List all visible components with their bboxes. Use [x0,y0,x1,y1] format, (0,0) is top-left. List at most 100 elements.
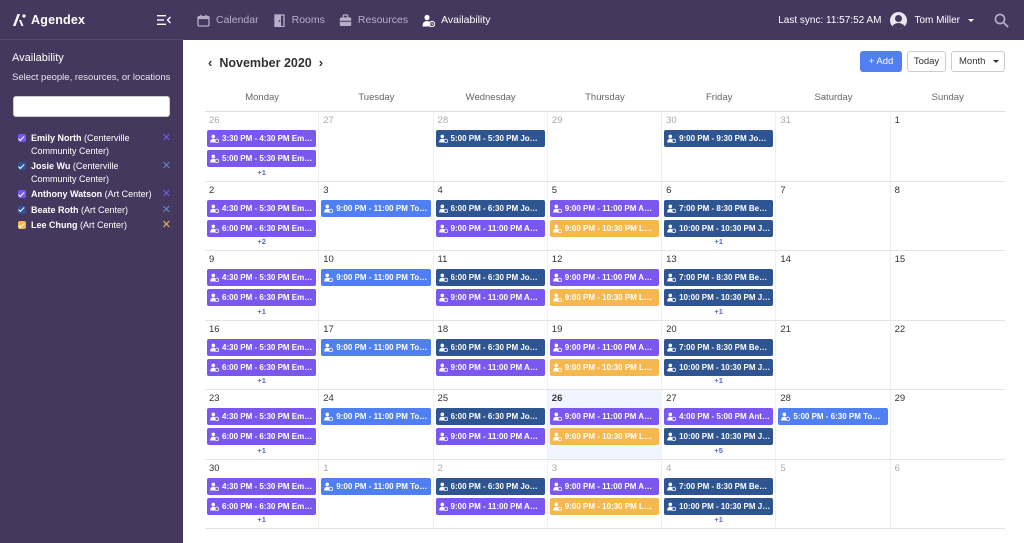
tab-calendar[interactable]: Calendar [197,14,259,27]
event-item[interactable]: 7:00 PM - 8:30 PM Beate ... [664,338,774,356]
event-item[interactable]: 9:00 PM - 11:00 PM Tom ... [321,338,431,356]
day-cell[interactable]: 2 6:00 PM - 6:30 PM Josie ... 9:00 PM - 11… [434,459,548,528]
tab-resources[interactable]: Resources [339,13,408,27]
view-select[interactable]: Month [951,51,1005,72]
person-item[interactable]: Josie Wu (Centerville Community Center) ✕ [0,160,183,185]
event-item[interactable]: 4:30 PM - 5:30 PM Emily ... [207,477,317,495]
day-cell[interactable]: 12 9:00 PM - 11:00 PM Anth... 9:00 PM - 10… [548,251,663,320]
search-icon[interactable] [994,13,1009,28]
day-cell[interactable]: 30 9:00 PM - 9:30 PM Josie ... [662,112,777,181]
more-events-link[interactable]: +1 [714,306,723,316]
day-cell[interactable]: 14 [776,251,891,320]
day-cell[interactable]: 20 7:00 PM - 8:30 PM Beate ... 10:00 PM - … [662,320,777,389]
event-item[interactable]: 7:00 PM - 8:30 PM Beate ... [664,199,774,217]
day-cell[interactable]: 9 4:30 PM - 5:30 PM Emily ... 6:00 PM - 6:… [205,251,320,320]
event-item[interactable]: 6:00 PM - 6:30 PM Josie ... [435,199,545,217]
checkbox[interactable] [18,162,26,170]
event-item[interactable]: 6:00 PM - 6:30 PM Emily ... [207,497,317,515]
tab-rooms[interactable]: Rooms [273,13,325,27]
more-events-link[interactable]: +1 [714,237,723,246]
today-button[interactable]: Today [907,51,946,72]
checkbox[interactable] [18,221,26,229]
checkbox[interactable] [18,190,26,198]
more-events-link[interactable]: +1 [257,445,266,455]
event-item[interactable]: 6:00 PM - 6:30 PM Emily ... [207,358,317,376]
remove-icon[interactable]: ✕ [161,188,171,200]
event-item[interactable]: 9:00 PM - 10:30 PM Lee ... [549,219,660,237]
more-events-link[interactable]: +1 [257,376,266,385]
event-item[interactable]: 9:00 PM - 11:00 PM Tom ... [321,199,431,217]
day-cell[interactable]: 6 [891,460,1005,529]
user-menu[interactable]: Tom Miller [890,11,974,29]
event-item[interactable]: 9:00 PM - 11:00 PM Anth... [435,219,545,237]
day-cell[interactable]: 31 [776,112,891,181]
day-cell[interactable]: 22 [891,321,1005,390]
event-item[interactable]: 5:00 PM - 6:30 PM Tom ... [778,408,888,425]
event-item[interactable]: 10:00 PM - 10:30 PM Josi... [664,358,774,376]
next-month-button[interactable]: › [318,55,324,70]
event-item[interactable]: 5:00 PM - 5:30 PM Emily ... [207,150,317,167]
event-item[interactable]: 6:00 PM - 6:30 PM Josie ... [435,338,545,356]
day-cell[interactable]: 16 4:30 PM - 5:30 PM Emily ... 6:00 PM - 6… [205,320,320,389]
remove-icon[interactable]: ✕ [161,203,171,216]
day-cell[interactable]: 3 9:00 PM - 11:00 PM Tom ... [319,181,434,250]
more-events-link[interactable]: +1 [257,167,266,177]
checkbox[interactable] [18,134,26,142]
event-item[interactable]: 9:00 PM - 11:00 PM Anth... [435,289,545,306]
event-item[interactable]: 6:00 PM - 6:30 PM Josie ... [435,408,545,425]
event-item[interactable]: 5:00 PM - 5:30 PM Josie ... [435,130,545,147]
event-item[interactable]: 3:30 PM - 4:30 PM Emily ... [207,130,317,147]
event-item[interactable]: 4:30 PM - 5:30 PM Emily ... [207,199,317,217]
day-cell[interactable]: 26 9:00 PM - 11:00 PM Anth... 9:00 PM - 10… [547,390,663,459]
more-events-link[interactable]: +1 [714,376,723,385]
event-item[interactable]: 9:00 PM - 10:30 PM Lee ... [549,428,660,445]
event-item[interactable]: 9:00 PM - 10:30 PM Lee ... [549,289,660,306]
day-cell[interactable]: 15 [891,251,1005,320]
event-item[interactable]: 10:00 PM - 10:30 PM Josi... [664,289,774,306]
day-cell[interactable]: 8 [891,182,1005,251]
remove-icon[interactable]: ✕ [161,132,171,144]
more-events-link[interactable]: +1 [257,306,266,316]
event-item[interactable]: 9:00 PM - 11:00 PM Tom ... [321,269,431,286]
day-cell[interactable]: 27 4:00 PM - 5:00 PM Antho... 10:00 PM - 1… [662,390,777,459]
tab-availability[interactable]: Availability [422,14,491,27]
event-item[interactable]: 9:00 PM - 11:00 PM Tom ... [321,477,431,495]
day-cell[interactable]: 5 [776,459,891,528]
event-item[interactable]: 10:00 PM - 10:30 PM Josi... [664,497,774,515]
remove-icon[interactable]: ✕ [161,160,171,172]
event-item[interactable]: 6:00 PM - 6:30 PM Emily ... [207,428,317,445]
event-item[interactable]: 4:00 PM - 5:00 PM Antho... [664,408,774,425]
event-item[interactable]: 9:00 PM - 11:00 PM Anth... [549,269,660,286]
day-cell[interactable]: 21 [776,320,891,389]
day-cell[interactable]: 24 9:00 PM - 11:00 PM Tom ... [319,390,434,459]
event-item[interactable]: 9:00 PM - 11:00 PM Tom ... [321,408,431,425]
day-cell[interactable]: 1 [891,112,1005,181]
event-item[interactable]: 9:00 PM - 9:30 PM Josie ... [664,130,774,147]
collapse-sidebar-icon[interactable] [157,14,171,26]
person-item[interactable]: Emily North (Centerville Community Cente… [0,132,183,157]
more-events-link[interactable]: +5 [714,445,723,455]
add-button[interactable]: + Add [860,51,902,72]
event-item[interactable]: 10:00 PM - 10:30 PM Josi... [664,428,774,445]
day-cell[interactable]: 2 4:30 PM - 5:30 PM Emily ... 6:00 PM - 6:… [205,181,320,250]
event-item[interactable]: 9:00 PM - 11:00 PM Anth... [435,428,545,445]
day-cell[interactable]: 4 7:00 PM - 8:30 PM Beate ... 10:00 PM - 1… [662,459,777,528]
person-item[interactable]: Lee Chung (Art Center) ✕ [0,219,183,232]
day-cell[interactable]: 26 3:30 PM - 4:30 PM Emily ... 5:00 PM - 5… [205,112,320,181]
event-item[interactable]: 6:00 PM - 6:30 PM Emily ... [207,289,317,306]
day-cell[interactable]: 11 6:00 PM - 6:30 PM Josie ... 9:00 PM - 1… [434,251,548,320]
event-item[interactable]: 4:30 PM - 5:30 PM Emily ... [207,408,317,425]
prev-month-button[interactable]: ‹ [208,55,213,70]
day-cell[interactable]: 6 7:00 PM - 8:30 PM Beate ... 10:00 PM - 1… [662,181,777,250]
event-item[interactable]: 9:00 PM - 11:00 PM Anth... [549,408,660,425]
day-cell[interactable]: 5 9:00 PM - 11:00 PM Anth... 9:00 PM - 10:… [548,181,663,250]
person-item[interactable]: Anthony Watson (Art Center) ✕ [0,188,183,201]
search-input[interactable] [13,96,170,117]
event-item[interactable]: 6:00 PM - 6:30 PM Josie ... [435,477,545,495]
event-item[interactable]: 4:30 PM - 5:30 PM Emily ... [207,269,317,286]
person-item[interactable]: Beate Roth (Art Center) ✕ [0,204,183,217]
event-item[interactable]: 10:00 PM - 10:30 PM Josi... [664,219,774,237]
more-events-link[interactable]: +2 [257,237,266,246]
more-events-link[interactable]: +1 [714,515,723,524]
event-item[interactable]: 6:00 PM - 6:30 PM Emily ... [207,219,317,237]
